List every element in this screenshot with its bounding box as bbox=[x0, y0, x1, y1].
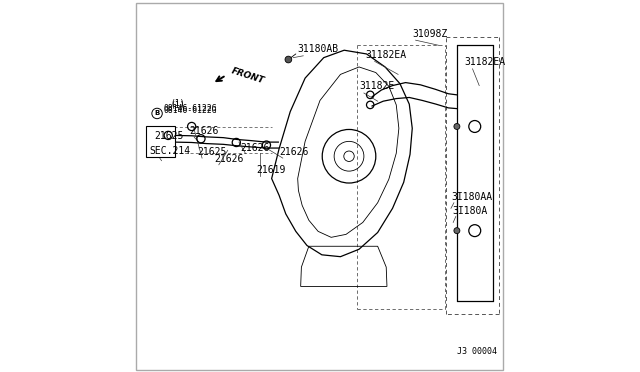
Text: 31180AB: 31180AB bbox=[298, 44, 339, 54]
Text: 31098Z: 31098Z bbox=[412, 29, 447, 39]
Text: FRONT: FRONT bbox=[230, 66, 266, 86]
FancyBboxPatch shape bbox=[136, 3, 504, 370]
Text: 21625: 21625 bbox=[154, 131, 184, 141]
Text: 08146-6122G: 08146-6122G bbox=[163, 106, 217, 115]
Text: 3I180AA: 3I180AA bbox=[451, 192, 492, 202]
Text: 08146-6122G: 08146-6122G bbox=[163, 105, 217, 113]
Text: 31182EA: 31182EA bbox=[365, 49, 406, 60]
Circle shape bbox=[285, 56, 292, 63]
Text: (1): (1) bbox=[170, 101, 185, 110]
Text: 21626: 21626 bbox=[279, 147, 308, 157]
Text: B: B bbox=[154, 110, 160, 116]
Text: J3 00004: J3 00004 bbox=[457, 347, 497, 356]
Circle shape bbox=[454, 124, 460, 129]
Text: (1): (1) bbox=[170, 99, 185, 108]
Text: 21625: 21625 bbox=[197, 147, 227, 157]
Text: 3I180A: 3I180A bbox=[453, 206, 488, 216]
Text: 31182EA: 31182EA bbox=[465, 57, 506, 67]
Circle shape bbox=[454, 228, 460, 234]
Text: 21626: 21626 bbox=[241, 142, 270, 153]
Text: 21619: 21619 bbox=[256, 165, 285, 175]
Text: 31182E: 31182E bbox=[360, 81, 395, 91]
Text: SEC.214: SEC.214 bbox=[150, 146, 191, 156]
Text: 21626: 21626 bbox=[189, 126, 218, 136]
Text: 21626: 21626 bbox=[214, 154, 243, 164]
FancyBboxPatch shape bbox=[147, 126, 175, 157]
